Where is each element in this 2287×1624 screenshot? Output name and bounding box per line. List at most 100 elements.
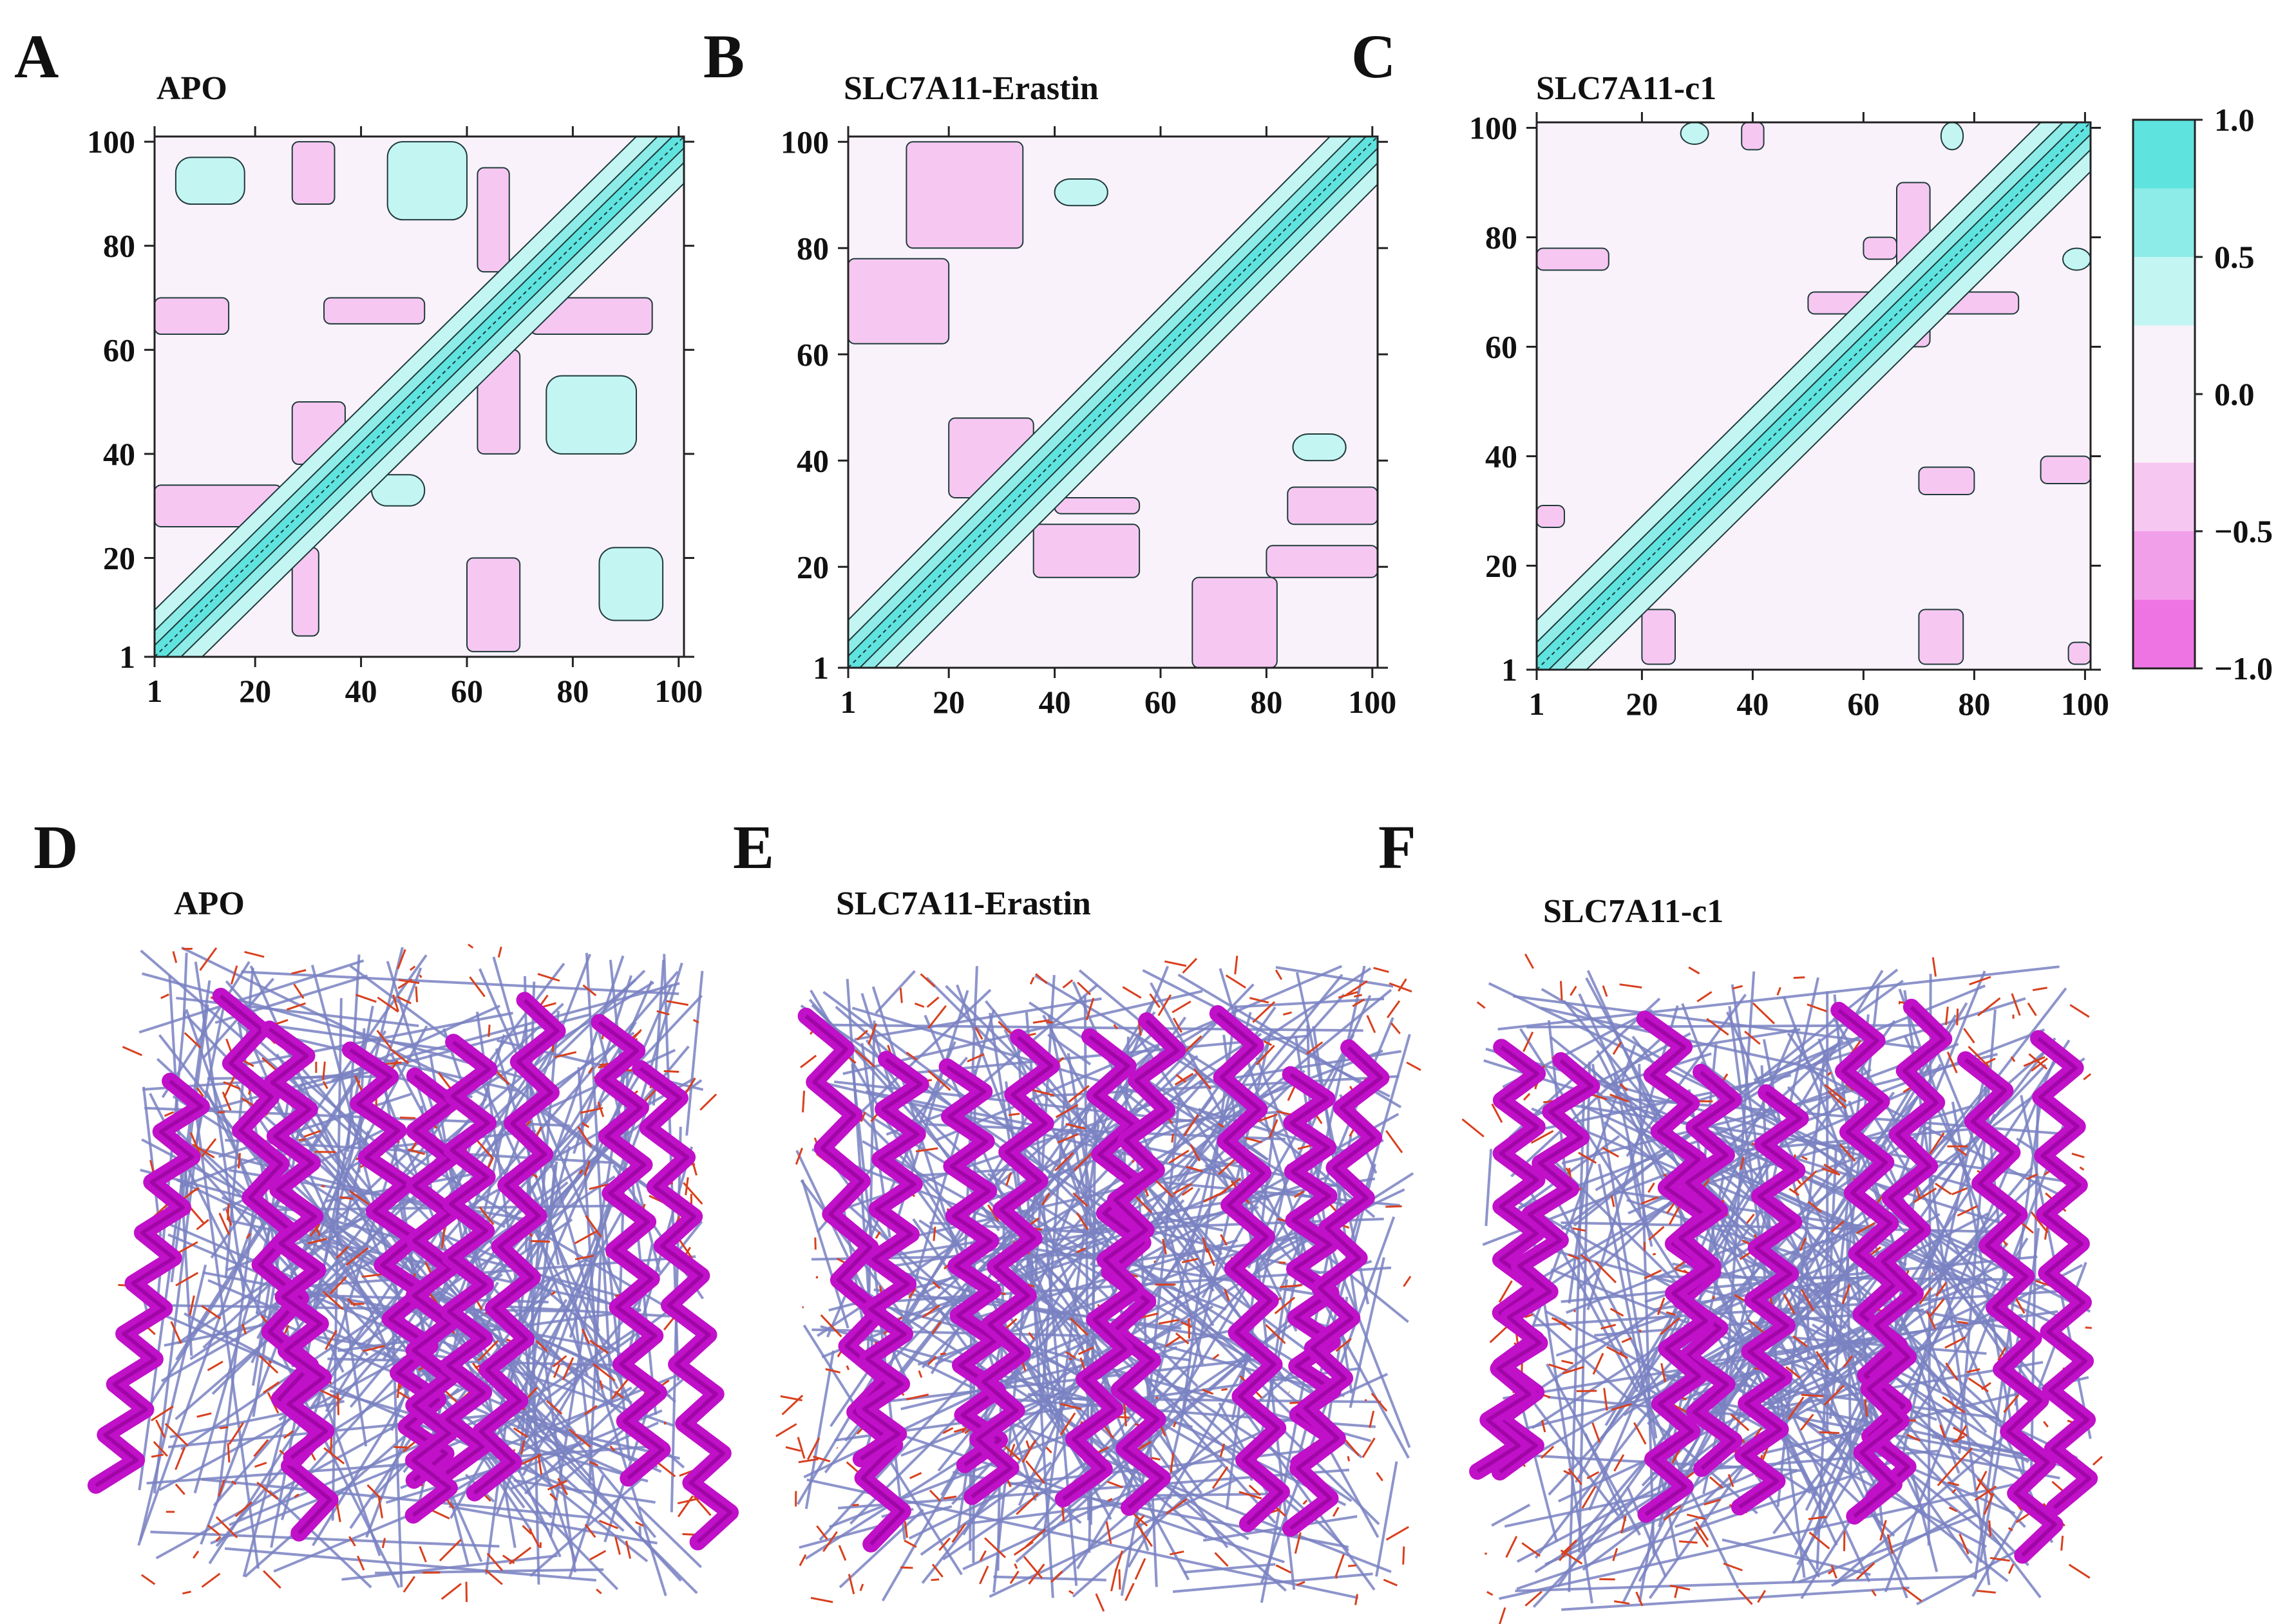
x-tick-label: 80 xyxy=(1958,686,1990,722)
y-tick-label: 60 xyxy=(103,332,135,368)
panel-letter-e: E xyxy=(733,813,775,882)
panel-title-c1-structure: SLC7A11-c1 xyxy=(1543,893,1724,930)
y-tick-label: 100 xyxy=(87,124,135,160)
colorbar-tick-label: 1.0 xyxy=(2214,102,2255,138)
negative-correlation-region xyxy=(1054,497,1141,515)
y-tick-label: 60 xyxy=(797,336,829,372)
negative-correlation-region xyxy=(1287,486,1378,525)
positive-correlation-region xyxy=(386,141,468,221)
panel-letter-a: A xyxy=(14,22,59,91)
negative-correlation-region xyxy=(906,141,1024,249)
panel-letter-b: B xyxy=(703,22,745,91)
positive-correlation-region xyxy=(1292,433,1347,462)
heatmap-frame xyxy=(1535,121,2092,671)
y-tick-label: 20 xyxy=(1485,548,1517,584)
negative-correlation-region xyxy=(155,297,230,335)
x-tick-label: 40 xyxy=(1736,686,1769,722)
x-tick-label: 100 xyxy=(654,673,703,709)
positive-correlation-region xyxy=(598,547,664,621)
negative-correlation-region xyxy=(1537,247,1609,271)
negative-correlation-region xyxy=(1537,505,1565,528)
x-tick-label: 60 xyxy=(451,673,483,709)
heatmap-frame xyxy=(847,135,1379,669)
panel-title-c1: SLC7A11-c1 xyxy=(1536,70,1717,107)
positive-correlation-region xyxy=(1054,178,1108,207)
negative-correlation-region xyxy=(477,167,510,273)
colorbar-band xyxy=(2133,531,2195,600)
y-tick-label: 40 xyxy=(797,442,829,478)
x-tick-label: 1 xyxy=(840,684,857,720)
colorbar-band xyxy=(2133,325,2195,463)
negative-correlation-region xyxy=(1266,545,1378,578)
diagonal-line xyxy=(1537,122,2091,670)
x-tick-label: 60 xyxy=(1847,686,1879,722)
positive-correlation-region xyxy=(1680,122,1709,145)
colorbar-tick-label: −1.0 xyxy=(2214,650,2273,686)
negative-correlation-region xyxy=(466,557,521,652)
positive-correlation-region xyxy=(1940,122,1964,151)
y-tick-label: 40 xyxy=(1485,439,1517,475)
x-tick-label: 1 xyxy=(147,673,163,709)
negative-correlation-region xyxy=(323,297,426,325)
positive-correlation-region xyxy=(546,375,638,455)
y-tick-label: 20 xyxy=(797,549,829,585)
panel-title-apo-structure: APO xyxy=(174,885,245,922)
panel-title-erastin-structure: SLC7A11-Erastin xyxy=(836,885,1091,922)
negative-correlation-region xyxy=(1741,122,1765,151)
x-tick-label: 20 xyxy=(1626,686,1658,722)
x-tick-label: 80 xyxy=(1250,684,1282,720)
negative-correlation-region xyxy=(2040,455,2091,484)
colorbar-tick-label: −0.5 xyxy=(2214,513,2273,549)
colorbar-band xyxy=(2133,257,2195,326)
structure-rendering-1 xyxy=(87,943,739,1602)
panel-title-apo: APO xyxy=(157,70,227,107)
positive-correlation-region xyxy=(2062,247,2091,271)
negative-correlation-region xyxy=(1032,524,1141,578)
colorbar-band xyxy=(2133,600,2195,668)
y-tick-label: 100 xyxy=(1469,110,1517,146)
x-tick-label: 20 xyxy=(933,684,965,720)
x-tick-label: 20 xyxy=(239,673,271,709)
diagonal-line xyxy=(155,137,684,657)
colorbar-band xyxy=(2133,188,2195,257)
y-tick-label: 100 xyxy=(781,124,829,160)
x-tick-label: 100 xyxy=(2061,686,2109,722)
x-tick-label: 80 xyxy=(556,673,589,709)
panel-title-erastin: SLC7A11-Erastin xyxy=(844,70,1099,107)
x-tick-label: 100 xyxy=(1348,684,1396,720)
colorbar-band xyxy=(2133,120,2195,189)
colorbar: 1.0 0.5 0.0 −0.5 −1.0 xyxy=(2132,102,2273,686)
y-tick-label: 20 xyxy=(103,540,135,576)
negative-correlation-region xyxy=(848,258,950,345)
negative-correlation-region xyxy=(1641,609,1676,665)
negative-correlation-region xyxy=(1918,466,1975,495)
diagonal-line xyxy=(848,137,1378,668)
negative-correlation-region xyxy=(1918,609,1964,665)
colorbar-tick-label: 0.5 xyxy=(2214,239,2255,275)
structure-rendering-2 xyxy=(775,956,1421,1612)
y-tick-label: 40 xyxy=(103,436,135,472)
y-tick-label: 80 xyxy=(103,228,135,264)
colorbar-band xyxy=(2133,462,2195,531)
panel-letter-f: F xyxy=(1378,813,1416,882)
x-tick-label: 40 xyxy=(345,673,377,709)
protein-network-renderings xyxy=(87,943,2103,1624)
heatmap-frame xyxy=(153,135,685,658)
structure-rendering-3 xyxy=(1461,953,2103,1624)
x-tick-label: 60 xyxy=(1144,684,1177,720)
colorbar-tick-label: 0.0 xyxy=(2214,376,2255,412)
y-tick-label: 1 xyxy=(119,639,135,675)
y-tick-label: 80 xyxy=(1485,220,1517,256)
y-tick-label: 80 xyxy=(797,230,829,266)
y-tick-label: 1 xyxy=(813,650,829,686)
negative-correlation-region xyxy=(1191,576,1278,668)
negative-correlation-region xyxy=(1863,236,1897,260)
negative-correlation-region xyxy=(291,141,336,205)
negative-correlation-region xyxy=(2067,641,2091,665)
y-tick-label: 60 xyxy=(1485,329,1517,365)
y-tick-label: 1 xyxy=(1501,652,1517,688)
x-tick-label: 1 xyxy=(1529,686,1545,722)
